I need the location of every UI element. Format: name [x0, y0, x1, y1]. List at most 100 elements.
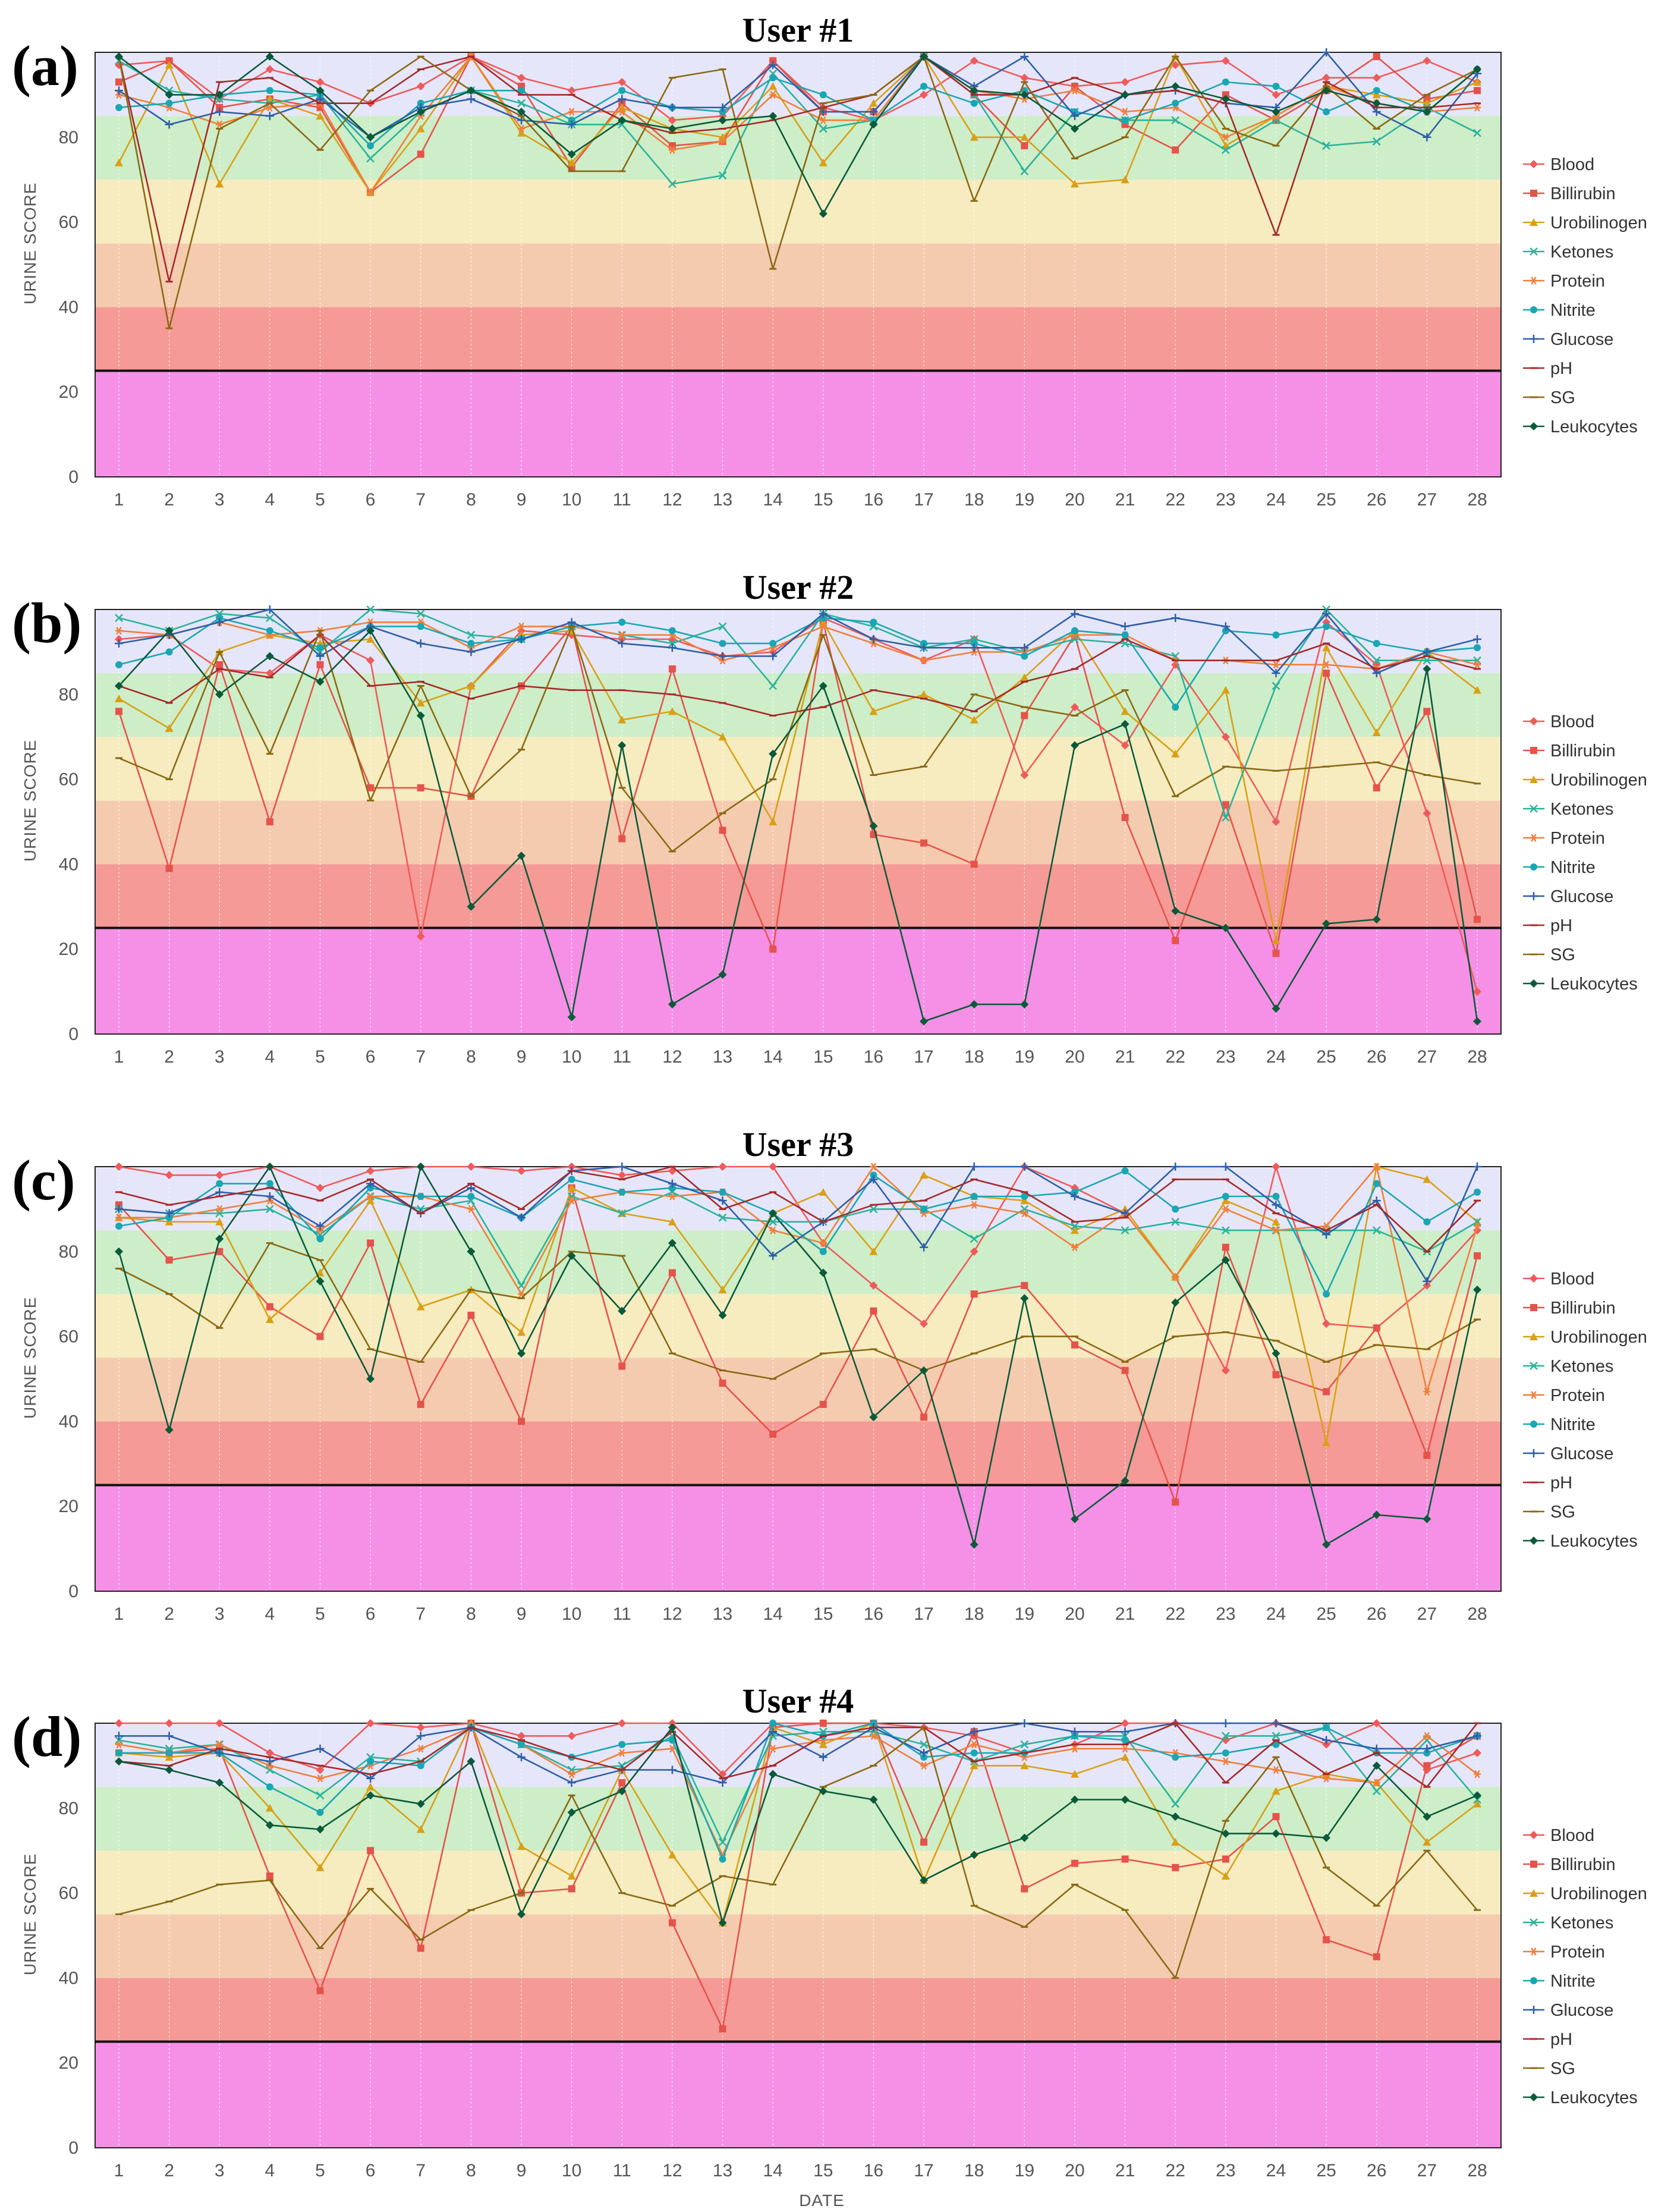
x-tick-label: 6	[366, 1047, 376, 1067]
series-line	[118, 55, 1478, 185]
data-point	[819, 1753, 827, 1762]
legend-label: Urobilinogen	[1550, 213, 1647, 232]
data-point	[618, 631, 626, 639]
data-point	[1530, 1421, 1537, 1428]
data-point	[115, 1757, 123, 1766]
data-point	[517, 1167, 526, 1176]
data-point	[1473, 1017, 1481, 1026]
data-point	[266, 1196, 273, 1205]
data-point	[1423, 56, 1431, 65]
data-point	[869, 1247, 878, 1255]
y-tick-label: 80	[59, 685, 78, 705]
data-point	[1530, 717, 1538, 725]
data-point	[668, 1745, 676, 1753]
x-tick-label: 25	[1316, 1047, 1336, 1067]
y-tick-label: 40	[59, 1968, 78, 1988]
data-point	[718, 103, 727, 112]
x-tick-label: 24	[1266, 1604, 1286, 1624]
data-point	[316, 1235, 324, 1243]
data-point	[416, 699, 425, 707]
data-point	[1221, 923, 1230, 932]
data-point	[1070, 1770, 1079, 1778]
data-point	[165, 1753, 174, 1761]
data-point	[416, 609, 425, 618]
data-point	[920, 1205, 928, 1213]
data-point	[1473, 1732, 1481, 1740]
data-point	[1373, 1779, 1380, 1787]
data-point	[316, 1808, 324, 1816]
y-tick-label: 0	[68, 467, 78, 487]
data-point	[266, 614, 274, 623]
data-point	[567, 1162, 576, 1171]
data-point	[1272, 669, 1280, 678]
data-point	[1221, 733, 1230, 741]
data-point	[366, 1196, 375, 1205]
x-tick-label: 16	[864, 1604, 883, 1624]
data-point	[970, 133, 978, 141]
data-point	[165, 1209, 174, 1218]
data-point	[366, 1783, 375, 1791]
data-point	[467, 1162, 476, 1171]
data-point	[1474, 1188, 1481, 1196]
data-point	[819, 209, 827, 218]
data-point	[1272, 1004, 1280, 1013]
data-point	[769, 1226, 777, 1234]
data-point	[1071, 1188, 1078, 1196]
data-point	[417, 1400, 424, 1408]
legend-label: Blood	[1550, 1270, 1594, 1289]
data-point	[1222, 1757, 1229, 1765]
data-point	[165, 57, 173, 65]
x-tick-label: 25	[1316, 1604, 1336, 1624]
data-point	[719, 1855, 726, 1863]
x-tick-label: 18	[964, 1047, 984, 1067]
score-band-0	[95, 928, 1501, 1034]
panel-title: User #1	[742, 11, 854, 49]
data-point	[920, 640, 928, 648]
data-point	[215, 1748, 224, 1757]
x-axis-title: DATE	[799, 2191, 845, 2210]
data-point	[1530, 2006, 1538, 2014]
data-point	[1423, 1837, 1431, 1846]
data-point	[1474, 103, 1481, 112]
data-point	[970, 1749, 978, 1757]
data-point	[1121, 622, 1129, 631]
data-point	[920, 1017, 929, 1026]
x-tick-label: 8	[466, 2161, 476, 2180]
data-point	[970, 1234, 978, 1243]
x-tick-label: 26	[1367, 1047, 1386, 1067]
x-tick-label: 26	[1367, 2161, 1386, 2180]
data-point	[1121, 719, 1129, 728]
data-point	[115, 1247, 123, 1256]
data-point	[1530, 1362, 1538, 1370]
data-point	[1322, 609, 1331, 618]
data-point	[668, 627, 676, 634]
data-point	[970, 648, 978, 656]
x-tick-label: 19	[1015, 490, 1034, 510]
data-point	[265, 1315, 274, 1324]
data-point	[1272, 1829, 1280, 1838]
data-point	[467, 1247, 476, 1256]
data-point	[1373, 784, 1380, 791]
data-point	[567, 86, 576, 95]
data-point	[517, 73, 526, 82]
data-point	[115, 694, 123, 702]
data-point	[1070, 741, 1079, 750]
data-point	[1020, 52, 1029, 61]
legend-label: Ketones	[1550, 800, 1613, 819]
data-point	[920, 643, 929, 652]
data-point	[1272, 1349, 1280, 1358]
data-point	[1221, 1226, 1230, 1234]
data-point	[215, 1187, 224, 1196]
x-tick-label: 15	[813, 490, 833, 510]
data-point	[1071, 83, 1078, 90]
series-nitrite	[115, 1720, 1481, 1863]
data-point	[1121, 1795, 1129, 1804]
series-leukocytes	[115, 626, 1481, 1026]
legend-label: Nitrite	[1550, 858, 1596, 877]
data-point	[416, 1162, 425, 1171]
score-band-0	[95, 1485, 1501, 1591]
data-point	[1423, 1515, 1431, 1523]
y-tick-label: 60	[59, 1884, 78, 1903]
y-tick-label: 80	[59, 1799, 78, 1818]
data-point	[1373, 1180, 1380, 1187]
